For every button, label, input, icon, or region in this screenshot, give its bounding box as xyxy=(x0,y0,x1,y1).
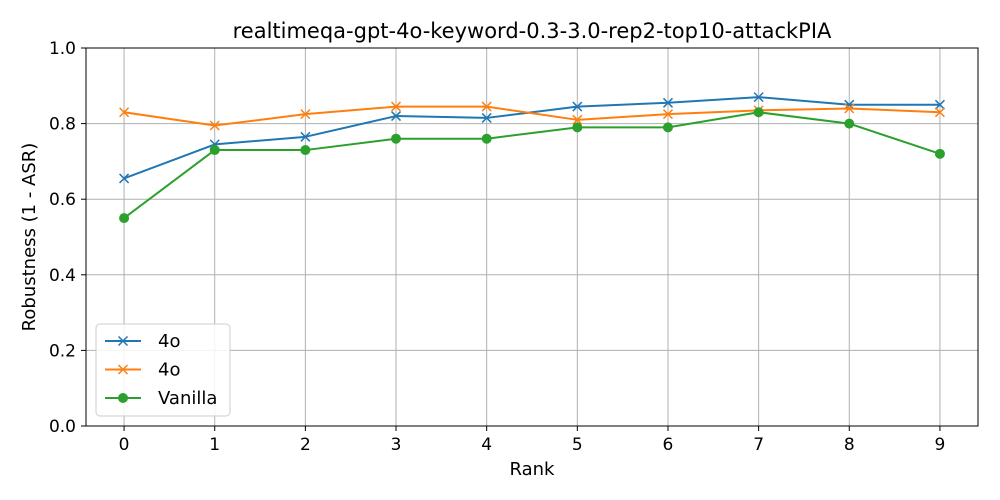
legend-entries: 4o 4o Vanilla xyxy=(105,331,217,409)
data-point xyxy=(572,122,583,133)
legend-swatch-marker xyxy=(117,335,129,347)
data-point xyxy=(300,109,311,120)
data-point xyxy=(844,118,855,129)
series-line xyxy=(123,111,941,219)
x-tick-label: 5 xyxy=(572,435,583,455)
x-tick-label: 3 xyxy=(391,435,402,455)
data-point xyxy=(662,97,674,108)
series-group xyxy=(119,92,945,224)
data-point xyxy=(390,101,402,112)
x-tick-label: 0 xyxy=(119,435,130,455)
y-tick-label: 0.0 xyxy=(49,417,76,437)
chart-title: realtimeqa-gpt-4o-keyword-0.3-3.0-rep2-t… xyxy=(233,19,832,43)
data-point xyxy=(753,92,764,103)
data-point xyxy=(119,173,130,184)
x-tick-label: 9 xyxy=(935,435,946,455)
data-point xyxy=(662,109,674,120)
x-tick-label: 2 xyxy=(300,435,311,455)
data-point xyxy=(209,120,220,131)
y-axis-label: Robustness (1 - ASR) xyxy=(19,143,40,332)
x-tick-label: 1 xyxy=(209,435,220,455)
data-point xyxy=(481,133,492,144)
y-tick-label: 0.6 xyxy=(49,190,76,210)
x-tick-label: 4 xyxy=(481,435,492,455)
y-tick-label: 0.8 xyxy=(49,115,76,135)
y-tick-label: 1.0 xyxy=(49,39,76,59)
series-line xyxy=(123,105,940,127)
data-point xyxy=(753,107,764,118)
data-point xyxy=(572,114,583,125)
data-point xyxy=(119,213,130,224)
data-point xyxy=(119,107,130,118)
data-point xyxy=(481,101,492,112)
data-point xyxy=(934,107,945,118)
data-point xyxy=(934,99,945,110)
legend-entry: Vanilla xyxy=(105,388,217,409)
legend: 4o 4o Vanilla xyxy=(95,323,231,417)
x-axis-label: Rank xyxy=(510,459,556,480)
data-point xyxy=(300,145,311,156)
y-tick-label: 0.4 xyxy=(49,266,76,286)
series-2 xyxy=(119,107,945,224)
data-point xyxy=(572,101,583,112)
plot-area-frame xyxy=(85,47,979,427)
legend-entry: 4o xyxy=(105,360,180,381)
series-1 xyxy=(119,101,945,131)
y-tick-label: 0.2 xyxy=(49,341,76,361)
legend-label: 4o xyxy=(158,360,180,381)
axis-ticks: 0 1 2 3 4 5 6 7 8 9 0.0 0.2 0.4 0.6 0.8 1.0 xyxy=(49,39,945,455)
data-point xyxy=(481,112,492,123)
data-point xyxy=(391,133,402,144)
data-point xyxy=(662,122,673,133)
legend-box xyxy=(95,323,231,417)
legend-label: Vanilla xyxy=(158,388,217,409)
data-point xyxy=(844,103,855,114)
x-tick-label: 8 xyxy=(844,435,855,455)
legend-swatch-marker xyxy=(118,393,128,403)
x-tick-label: 7 xyxy=(753,435,764,455)
legend-swatch-marker xyxy=(117,364,129,375)
x-tick-label: 6 xyxy=(663,435,674,455)
legend-entry: 4o xyxy=(105,331,180,352)
data-point xyxy=(209,145,220,156)
data-point xyxy=(390,111,402,122)
legend-label: 4o xyxy=(158,331,180,352)
data-point xyxy=(300,131,311,142)
data-point xyxy=(934,148,945,159)
series-0 xyxy=(119,92,945,184)
